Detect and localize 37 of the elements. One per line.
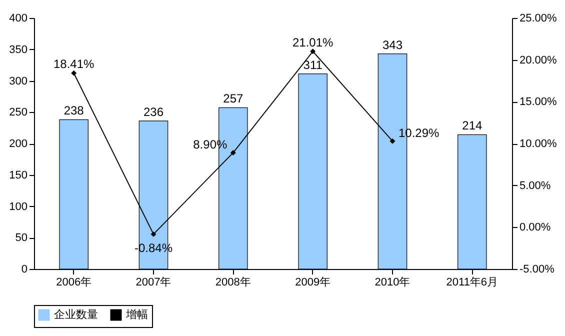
y-tick-label: 50 — [15, 232, 28, 244]
y2-tick-label: 20.00% — [520, 54, 558, 66]
y2-tick-label: -5.00% — [520, 264, 555, 276]
data-label: 18.41% — [53, 57, 95, 72]
x-tick-label: 2006年 — [56, 276, 92, 288]
point — [310, 48, 316, 54]
y2-tick-label: 15.00% — [520, 96, 558, 108]
y2-tick-label: 5.00% — [520, 180, 551, 192]
y-tick-label: 400 — [9, 12, 28, 24]
y-tick-label: 150 — [9, 169, 28, 182]
y-tick-label: 100 — [9, 200, 28, 213]
data-label: 214 — [462, 118, 482, 133]
y-tick-label: 0 — [21, 264, 28, 276]
data-label: 343 — [382, 38, 403, 52]
point — [150, 231, 156, 237]
x-tick-label: 2007年 — [136, 276, 172, 288]
data-label: 311 — [303, 58, 323, 72]
point — [71, 70, 77, 76]
data-label: 21.01% — [292, 35, 334, 50]
data-label: 238 — [64, 104, 84, 118]
data-label: 257 — [223, 92, 244, 106]
y-tick-label: 250 — [9, 106, 28, 119]
data-label: 236 — [143, 104, 164, 119]
legend-label: 企业数量 — [54, 308, 98, 321]
y-tick-label: 350 — [9, 44, 28, 56]
point — [390, 138, 396, 144]
x-tick-label: 2010年 — [374, 276, 410, 288]
y2-tick-label: 25.00% — [520, 12, 558, 24]
point — [230, 150, 236, 156]
y-tick-label: 200 — [9, 138, 28, 150]
y-tick-label: 300 — [9, 75, 28, 88]
y2-tick-label: 0.00% — [520, 222, 551, 234]
y2-tick-label: 10.00% — [520, 138, 558, 150]
x-tick-label: 2009年 — [295, 276, 331, 288]
x-tick-label: 2011年6月 — [446, 276, 498, 288]
legend-label: 增幅 — [125, 309, 148, 321]
x-tick-label: 2008年 — [215, 276, 251, 288]
